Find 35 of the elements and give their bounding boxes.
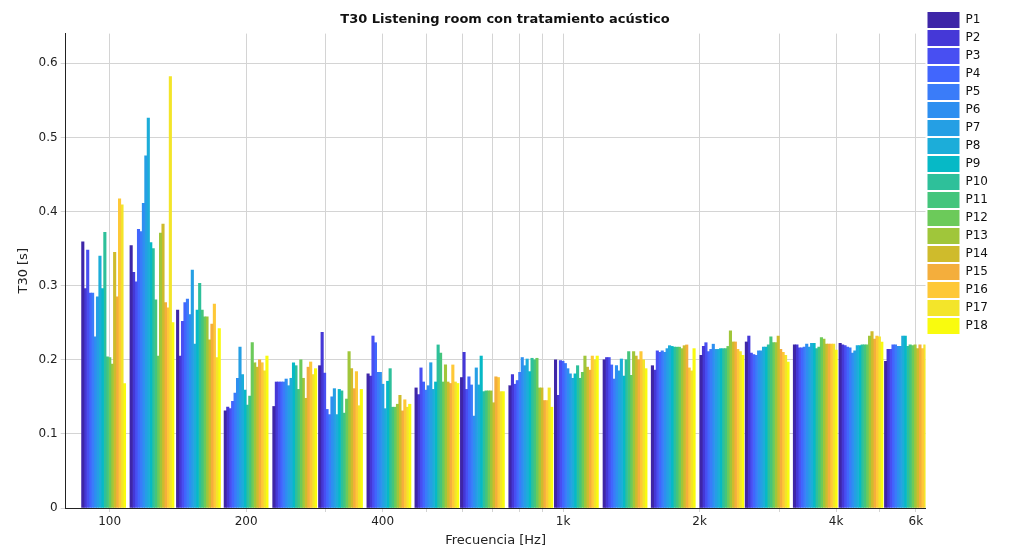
legend-label: P13	[965, 228, 989, 243]
legend-label: P5	[965, 84, 981, 99]
legend-label: P18	[965, 318, 989, 333]
y-tick-label: 0.3	[38, 277, 58, 292]
legend-label: P17	[965, 300, 989, 315]
x-tick-label: 1k	[555, 514, 571, 529]
legend-label: P16	[965, 282, 989, 297]
legend-label: P4	[965, 66, 981, 81]
legend-label: P6	[965, 102, 981, 117]
x-tick-label: 200	[234, 514, 258, 529]
y-tick-label: 0.6	[38, 55, 58, 70]
y-axis-title: T30 [s]	[15, 248, 31, 295]
legend-label: P7	[965, 120, 981, 135]
legend-label: P3	[965, 48, 981, 63]
x-tick-label: 4k	[828, 514, 844, 529]
y-tick-label: 0.1	[38, 426, 58, 440]
y-tick-label: 0.5	[38, 129, 58, 144]
y-tick-label: 0.4	[38, 203, 58, 218]
x-tick-label: 6k	[908, 514, 924, 529]
x-axis-title: Frecuencia [Hz]	[445, 531, 546, 547]
legend-label: P8	[965, 138, 981, 153]
legend-label: P1	[965, 12, 981, 27]
legend-label: P2	[965, 30, 981, 45]
legend-label: P11	[965, 192, 989, 207]
legend-label: P10	[965, 174, 989, 189]
x-tick-label: 400	[371, 514, 395, 529]
legend-label: P14	[965, 246, 989, 261]
legend-label: P9	[965, 156, 981, 171]
chart-title: T30 Listening room con tratamiento acústico	[340, 11, 670, 27]
legend-label: P12	[965, 210, 989, 225]
x-tick-label: 100	[98, 514, 122, 529]
y-tick-label: 0	[50, 500, 58, 515]
x-tick-label: 2k	[692, 514, 707, 529]
legend-label: P15	[965, 264, 989, 279]
y-tick-label: 0.2	[38, 351, 58, 366]
